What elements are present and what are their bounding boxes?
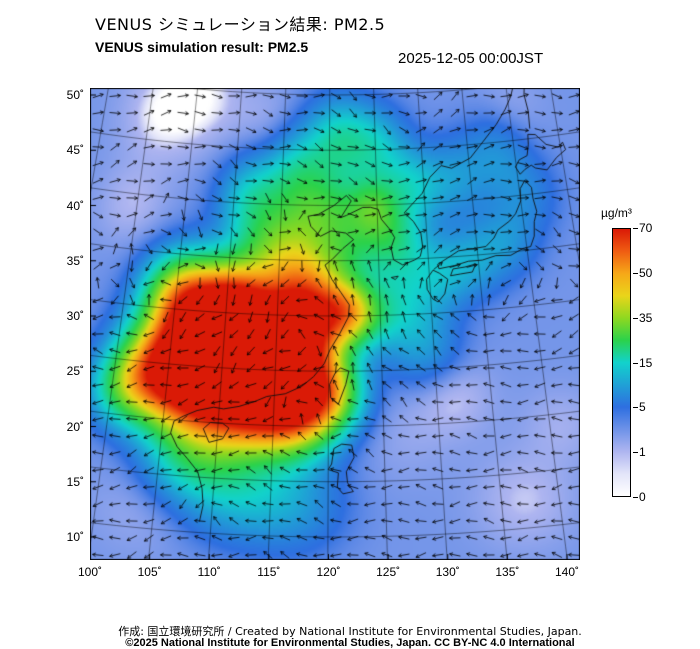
lon-tick-label: 140˚ bbox=[554, 565, 580, 579]
colorbar-tick-label: 15 bbox=[639, 355, 653, 370]
colorbar-tick-label: 5 bbox=[639, 400, 646, 415]
title-japanese: VENUS シミュレーション結果: PM2.5 bbox=[95, 15, 386, 34]
lon-tick-label: 130˚ bbox=[435, 565, 460, 579]
lon-tick-label: 110˚ bbox=[197, 565, 221, 579]
lon-tick-label: 115˚ bbox=[257, 565, 281, 579]
lon-tick-label: 125˚ bbox=[376, 565, 401, 579]
lat-tick-label: 30˚ bbox=[66, 309, 84, 323]
colorbar-tick bbox=[633, 407, 638, 409]
lon-tick-label: 120˚ bbox=[316, 565, 341, 579]
lat-tick-label: 20˚ bbox=[66, 419, 84, 434]
credit-line: 作成: 国立環境研究所 / Created by National Instit… bbox=[118, 625, 582, 638]
pm25-map-canvas bbox=[90, 88, 580, 560]
lon-tick-label: 105˚ bbox=[137, 565, 162, 579]
lat-tick-label: 15˚ bbox=[66, 474, 84, 489]
colorbar-tick-label: 0 bbox=[639, 490, 646, 504]
colorbar-tick-label: 50 bbox=[639, 265, 653, 280]
colorbar-tick bbox=[633, 228, 638, 229]
colorbar-tick bbox=[633, 362, 638, 364]
lat-tick-label: 50˚ bbox=[66, 88, 84, 102]
colorbar-tick bbox=[633, 452, 638, 454]
lat-tick-label: 45˚ bbox=[66, 143, 84, 158]
lon-tick-label: 100˚ bbox=[77, 565, 103, 579]
colorbar-tick-label: 70 bbox=[639, 221, 653, 235]
colorbar-tick bbox=[633, 497, 638, 498]
title-english: VENUS simulation result: PM2.5 bbox=[95, 39, 309, 55]
colorbar-tick-label: 35 bbox=[639, 310, 653, 325]
colorbar-unit-label: µg/m³ bbox=[601, 206, 632, 220]
lon-tick-label: 135˚ bbox=[495, 565, 520, 579]
colorbar bbox=[612, 228, 631, 497]
map-plot bbox=[90, 88, 580, 560]
colorbar-tick bbox=[633, 272, 638, 274]
colorbar-tick-label: 1 bbox=[639, 445, 646, 460]
lat-tick-label: 10˚ bbox=[66, 530, 84, 544]
colorbar-tick bbox=[633, 317, 638, 319]
timestamp: 2025-12-05 00:00JST bbox=[398, 50, 544, 67]
copyright-line: ©2025 National Institute for Environment… bbox=[125, 637, 575, 649]
lat-tick-label: 40˚ bbox=[66, 198, 84, 213]
lat-tick-label: 35˚ bbox=[66, 253, 84, 268]
lat-tick-label: 25˚ bbox=[66, 364, 84, 379]
